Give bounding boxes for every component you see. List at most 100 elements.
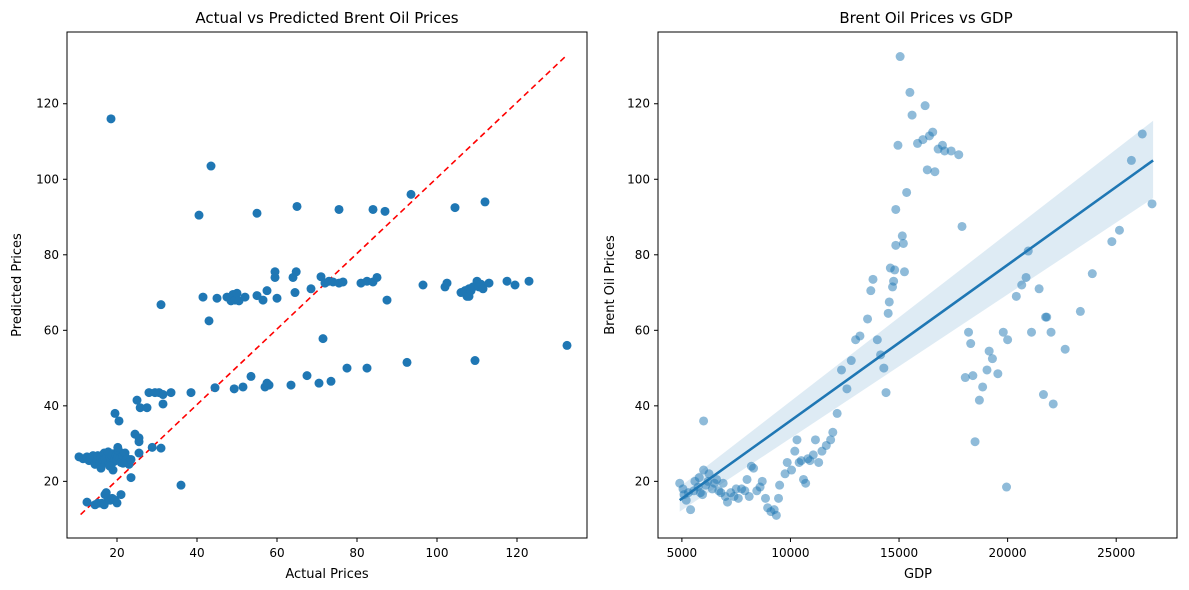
data-point (338, 277, 348, 287)
data-point (954, 150, 964, 160)
data-point (868, 274, 878, 284)
data-point (966, 339, 976, 349)
data-point (1048, 399, 1058, 409)
data-point (402, 357, 412, 367)
data-point (480, 197, 490, 207)
y-tick-label: 20 (635, 474, 650, 488)
data-point (510, 280, 520, 290)
x-tick-label: 100 (426, 546, 449, 560)
data-point (744, 491, 754, 501)
data-point (316, 272, 326, 282)
data-point (116, 490, 126, 500)
data-point (872, 335, 882, 345)
data-point (204, 316, 214, 326)
data-point (801, 478, 811, 488)
y-tick-label: 100 (36, 172, 59, 186)
regression-line (678, 159, 1154, 502)
data-point (686, 505, 696, 515)
data-point (524, 276, 534, 286)
data-point (893, 140, 903, 150)
data-point (808, 450, 818, 460)
data-point (362, 363, 372, 373)
data-point (258, 295, 268, 305)
data-point (902, 187, 912, 197)
data-point (368, 204, 378, 214)
y-tick-label: 60 (44, 323, 59, 337)
right-confidence-band (679, 120, 1154, 512)
data-point (970, 437, 980, 447)
data-point (342, 363, 352, 373)
data-point (782, 457, 792, 467)
y-tick-label: 20 (44, 474, 59, 488)
data-point (96, 463, 106, 473)
data-point (118, 458, 128, 468)
data-point (792, 435, 802, 445)
y-tick-label: 80 (635, 248, 650, 262)
data-point (928, 127, 938, 137)
data-point (884, 297, 894, 307)
y-tick-label: 40 (44, 399, 59, 413)
data-point (987, 354, 997, 364)
data-point (698, 490, 708, 500)
data-point (286, 380, 296, 390)
right-y-axis-label: Brent Oil Prices (603, 235, 618, 335)
data-point (110, 408, 120, 418)
data-point (1003, 335, 1013, 345)
data-point (718, 478, 728, 488)
left-y-axis-label: Predicted Prices (10, 233, 25, 337)
data-point (142, 403, 152, 413)
data-point (1075, 306, 1085, 316)
data-point (836, 365, 846, 375)
data-point (126, 454, 136, 464)
data-point (918, 135, 928, 145)
y-tick-label: 120 (627, 97, 650, 111)
x-tick-label: 5000 (667, 546, 698, 560)
data-point (470, 356, 480, 366)
x-tick-label: 40 (189, 546, 204, 560)
data-point (132, 395, 142, 405)
data-point (272, 293, 282, 303)
right-plot-frame (657, 31, 1178, 539)
data-point (890, 265, 900, 275)
data-point (960, 373, 970, 383)
data-point (889, 276, 899, 286)
data-point (1042, 312, 1052, 322)
data-point (891, 204, 901, 214)
data-point (774, 493, 784, 503)
data-point (112, 498, 122, 508)
data-point (450, 203, 460, 213)
data-point (1034, 284, 1044, 294)
data-point (846, 356, 856, 366)
data-point (775, 480, 785, 490)
data-point (968, 371, 978, 381)
data-point (787, 465, 797, 475)
data-point (158, 390, 168, 400)
data-point (326, 376, 336, 386)
data-point (1114, 225, 1124, 235)
y-tick-label: 80 (44, 248, 59, 262)
data-point (156, 443, 166, 453)
data-point (984, 346, 994, 356)
data-point (302, 371, 312, 381)
data-point (881, 388, 891, 398)
data-point (206, 161, 216, 171)
right-chart-title: Brent Oil Prices vs GDP (839, 9, 1012, 27)
data-point (964, 327, 974, 337)
data-point (318, 334, 328, 344)
data-point (114, 416, 124, 426)
left-axis-ticks: 20 40 60 80 100 120 20 40 60 80 100 120 (36, 97, 528, 560)
data-point (1126, 155, 1136, 165)
data-point (105, 461, 115, 471)
data-point (842, 384, 852, 394)
data-point (135, 403, 145, 413)
data-point (484, 278, 494, 288)
data-point (176, 480, 186, 490)
data-point (920, 101, 930, 111)
data-point (82, 497, 92, 507)
data-point (757, 476, 767, 486)
data-point (940, 146, 950, 156)
data-point (1046, 327, 1056, 337)
data-point (314, 378, 324, 388)
data-point (382, 295, 392, 305)
